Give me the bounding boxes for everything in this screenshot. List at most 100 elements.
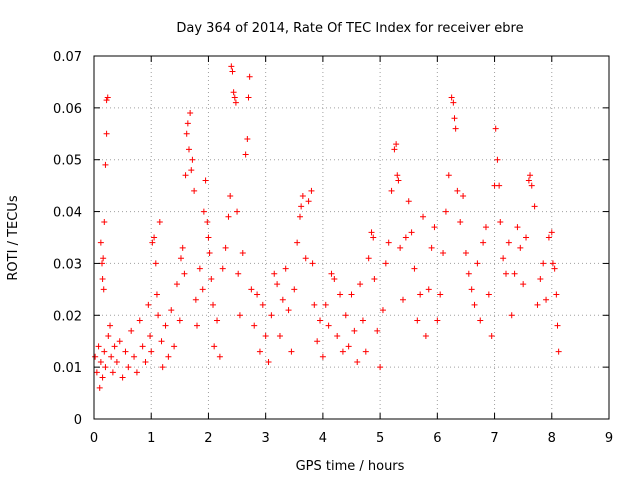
data-point [543,296,550,303]
data-point [434,317,441,324]
data-point [460,193,467,200]
data-point [196,265,203,272]
x-tick-label: 6 [433,431,441,446]
data-point [402,234,409,241]
data-point [537,275,544,282]
data-point [162,322,169,329]
data-point [328,270,335,277]
data-point [379,307,386,314]
data-point [297,213,303,220]
data-point [531,203,538,210]
data-point [183,130,190,137]
data-point [348,291,355,298]
data-point [271,270,278,277]
data-point [227,193,234,200]
data-point [397,244,404,251]
data-point [525,177,532,184]
data-point [485,291,492,298]
data-point [408,229,415,236]
data-point [125,364,132,371]
data-point [452,125,459,132]
data-point [208,275,215,282]
data-point [274,281,281,288]
data-point [148,348,155,355]
data-point [388,187,395,194]
data-point [285,307,292,314]
data-point [199,286,206,293]
data-point [102,364,109,371]
data-point [291,286,298,293]
data-point [370,234,377,241]
data-point [549,260,556,267]
data-point [100,286,107,293]
y-tick-label: 0.03 [53,257,82,272]
data-point [204,218,211,225]
data-point [474,260,481,267]
data-point [158,338,165,345]
data-point [520,281,527,288]
data-point [442,208,449,215]
x-axis-label: GPS time / hours [296,459,405,474]
grid-lines [94,56,609,419]
x-tick-label: 3 [262,431,270,446]
data-point [101,218,108,225]
data-point [109,369,116,376]
x-tick-label: 8 [548,431,556,446]
data-point [555,348,562,355]
data-point [400,296,406,303]
data-point [256,348,263,355]
data-point [113,358,120,365]
data-point [210,301,217,308]
data-point [445,172,452,179]
data-point [377,364,384,371]
data-point [222,244,229,251]
data-point [471,301,478,308]
data-point [177,255,184,262]
data-point [405,198,412,205]
y-tick-label: 0.05 [53,154,82,169]
data-point [351,327,358,334]
data-point [230,89,237,96]
data-point [202,177,209,184]
data-point [242,151,249,158]
x-tick-label: 5 [376,431,384,446]
data-point [225,213,232,220]
x-tick-label: 1 [147,431,155,446]
y-tick-label: 0.06 [53,102,82,117]
data-point [279,296,286,303]
data-point [448,94,455,101]
data-point [371,275,378,282]
data-point [334,333,341,340]
data-point [103,97,110,104]
data-point [450,99,457,106]
data-point [101,348,108,355]
data-point [548,229,555,236]
data-point [527,172,534,179]
data-point [311,301,318,308]
data-point [308,187,315,194]
data-point [254,291,261,298]
data-point [206,250,213,257]
data-point [205,234,212,241]
data-point [236,312,243,319]
data-point [136,317,143,324]
x-tick-label: 4 [319,431,327,446]
data-point [288,348,295,355]
data-point [428,244,435,251]
data-point [540,260,547,267]
data-point [153,291,160,298]
data-point [192,296,199,303]
data-point [354,358,361,365]
data-point [314,338,321,345]
data-point [184,120,191,127]
data-point [97,358,104,365]
data-point [431,224,438,231]
data-point [282,265,289,272]
data-point [231,94,238,101]
data-point [414,317,421,324]
data-point [305,198,312,205]
data-point [500,255,507,262]
data-point [179,244,186,251]
